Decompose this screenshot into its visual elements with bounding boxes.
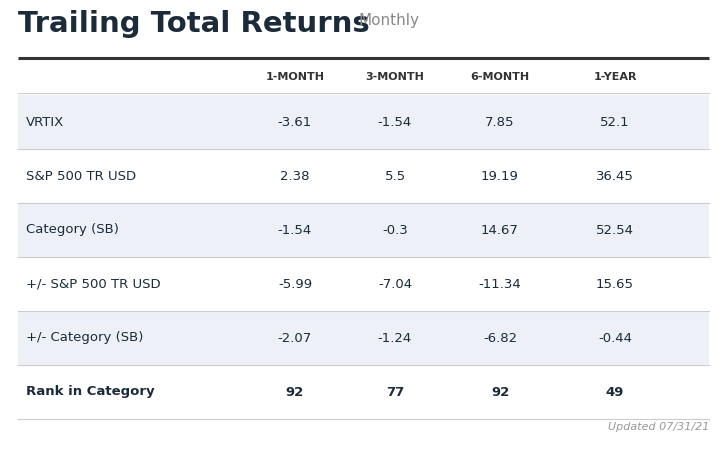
Text: -11.34: -11.34 (478, 278, 521, 291)
Text: 92: 92 (491, 386, 509, 399)
Text: 14.67: 14.67 (481, 224, 519, 237)
Text: -0.44: -0.44 (598, 332, 632, 345)
Text: 77: 77 (386, 386, 404, 399)
Text: 15.65: 15.65 (596, 278, 634, 291)
Text: -3.61: -3.61 (278, 116, 312, 129)
Text: -0.3: -0.3 (382, 224, 408, 237)
Text: -7.04: -7.04 (378, 278, 412, 291)
Text: 52.54: 52.54 (596, 224, 634, 237)
Text: 19.19: 19.19 (481, 170, 519, 183)
Text: 49: 49 (606, 386, 624, 399)
Text: Category (SB): Category (SB) (26, 224, 119, 237)
Text: Trailing Total Returns: Trailing Total Returns (18, 10, 370, 38)
Text: 2.38: 2.38 (280, 170, 310, 183)
Text: 7.85: 7.85 (485, 116, 515, 129)
Text: 36.45: 36.45 (596, 170, 634, 183)
Text: -1.24: -1.24 (378, 332, 412, 345)
Text: 3-MONTH: 3-MONTH (366, 72, 425, 82)
Bar (18, 311, 709, 365)
Text: Monthly: Monthly (358, 13, 419, 28)
Text: Rank in Category: Rank in Category (26, 386, 155, 399)
Text: -6.82: -6.82 (483, 332, 517, 345)
Text: Updated 07/31/21: Updated 07/31/21 (608, 422, 709, 432)
Text: -2.07: -2.07 (278, 332, 312, 345)
Text: -5.99: -5.99 (278, 278, 312, 291)
Text: -1.54: -1.54 (378, 116, 412, 129)
Bar (18, 95, 709, 149)
Text: 1-MONTH: 1-MONTH (265, 72, 324, 82)
Text: 1-YEAR: 1-YEAR (593, 72, 637, 82)
Text: -1.54: -1.54 (278, 224, 312, 237)
Text: 5.5: 5.5 (385, 170, 406, 183)
Text: 92: 92 (286, 386, 304, 399)
Text: +/- Category (SB): +/- Category (SB) (26, 332, 143, 345)
Bar (18, 203, 709, 257)
Text: +/- S&P 500 TR USD: +/- S&P 500 TR USD (26, 278, 161, 291)
Text: S&P 500 TR USD: S&P 500 TR USD (26, 170, 136, 183)
Text: 52.1: 52.1 (601, 116, 630, 129)
Text: VRTIX: VRTIX (26, 116, 64, 129)
Text: 6-MONTH: 6-MONTH (470, 72, 529, 82)
